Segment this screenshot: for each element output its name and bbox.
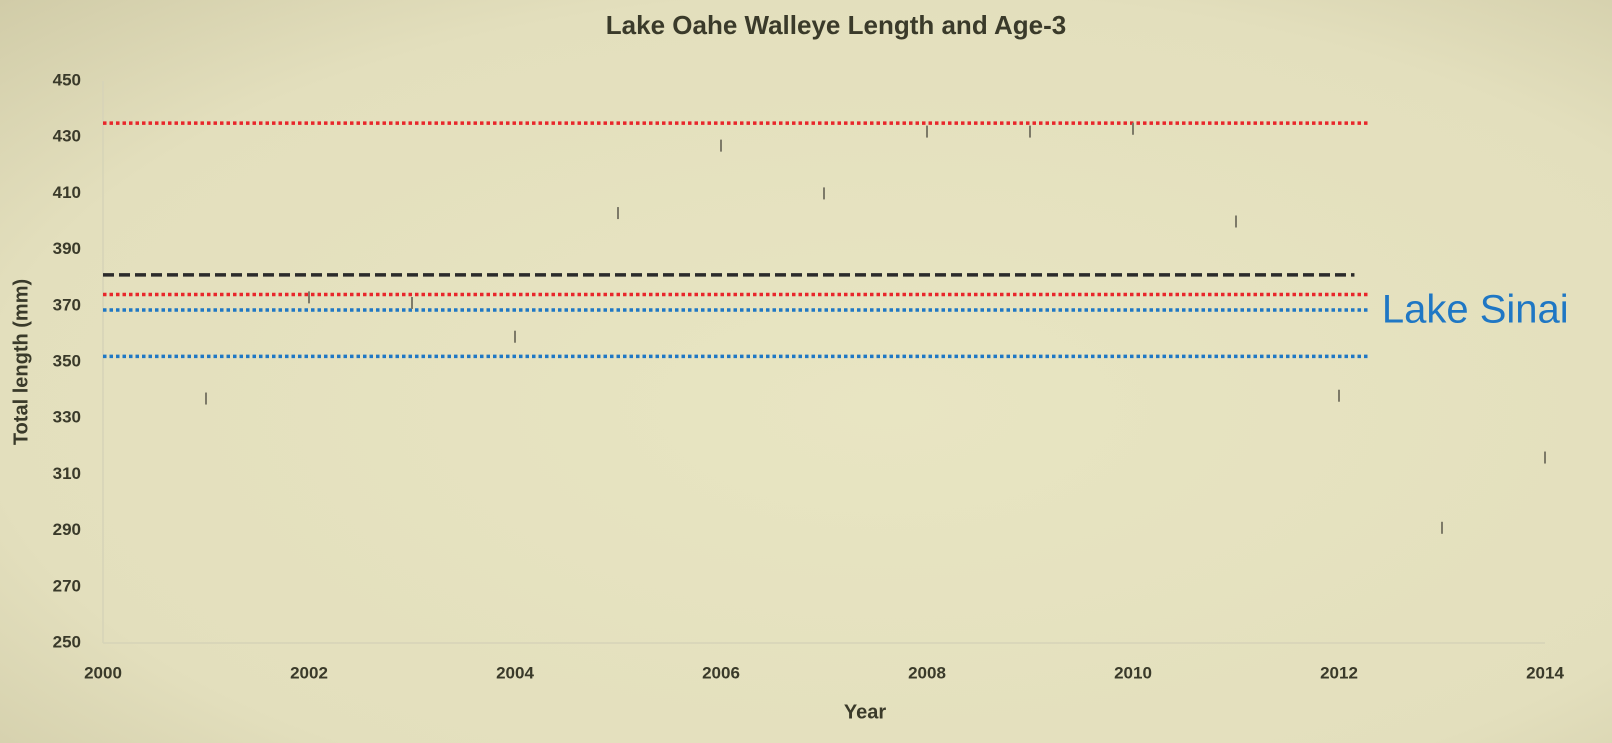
x-tick-label: 2012 (1320, 663, 1358, 682)
chart-title: Lake Oahe Walleye Length and Age-3 (606, 10, 1066, 40)
y-tick-label: 390 (53, 239, 81, 258)
y-tick-label: 250 (53, 632, 81, 651)
y-axis-title: Total length (mm) (10, 279, 32, 445)
x-tick-label: 2006 (702, 663, 740, 682)
x-tick-label: 2004 (496, 663, 534, 682)
y-tick-label: 450 (53, 70, 81, 89)
y-tick-label: 270 (53, 576, 81, 595)
x-axis-title: Year (844, 701, 886, 723)
y-tick-label: 410 (53, 183, 81, 202)
annotation: Lake Sinai (1382, 288, 1569, 332)
y-tick-label: 430 (53, 127, 81, 146)
x-tick-label: 2008 (908, 663, 946, 682)
y-tick-label: 310 (53, 464, 81, 483)
y-tick-label: 350 (53, 351, 81, 370)
y-tick-label: 290 (53, 520, 81, 539)
x-tick-label: 2000 (84, 663, 122, 682)
y-tick-label: 330 (53, 408, 81, 427)
x-tick-label: 2014 (1526, 663, 1564, 682)
y-tick-label: 370 (53, 295, 81, 314)
x-tick-label: 2010 (1114, 663, 1152, 682)
x-tick-label: 2002 (290, 663, 328, 682)
